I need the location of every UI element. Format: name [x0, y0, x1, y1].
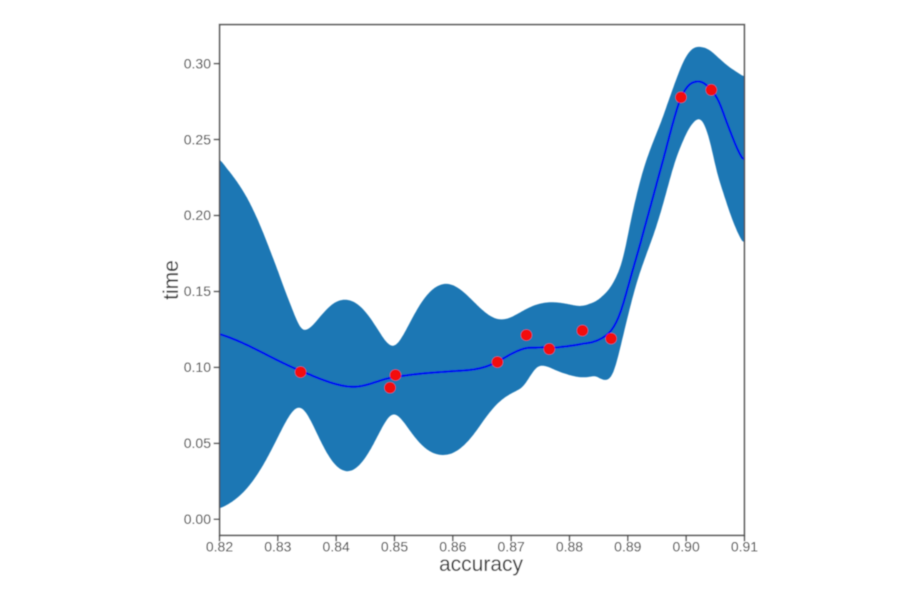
svg-text:0.90: 0.90 [673, 539, 700, 555]
svg-text:0.25: 0.25 [184, 131, 211, 147]
svg-text:0.00: 0.00 [184, 511, 211, 527]
svg-text:0.82: 0.82 [206, 539, 233, 555]
svg-text:time: time [160, 260, 183, 300]
svg-text:accuracy: accuracy [439, 553, 524, 576]
svg-text:0.87: 0.87 [498, 539, 525, 555]
svg-text:0.85: 0.85 [381, 539, 408, 555]
svg-text:0.20: 0.20 [184, 207, 211, 223]
svg-text:0.86: 0.86 [439, 539, 466, 555]
svg-text:0.88: 0.88 [556, 539, 583, 555]
svg-text:0.10: 0.10 [184, 359, 211, 375]
svg-text:0.84: 0.84 [323, 539, 350, 555]
svg-text:0.30: 0.30 [184, 55, 211, 71]
svg-text:0.91: 0.91 [731, 539, 758, 555]
svg-text:0.89: 0.89 [614, 539, 641, 555]
svg-text:0.15: 0.15 [184, 283, 211, 299]
svg-text:0.05: 0.05 [184, 435, 211, 451]
svg-text:0.83: 0.83 [264, 539, 291, 555]
